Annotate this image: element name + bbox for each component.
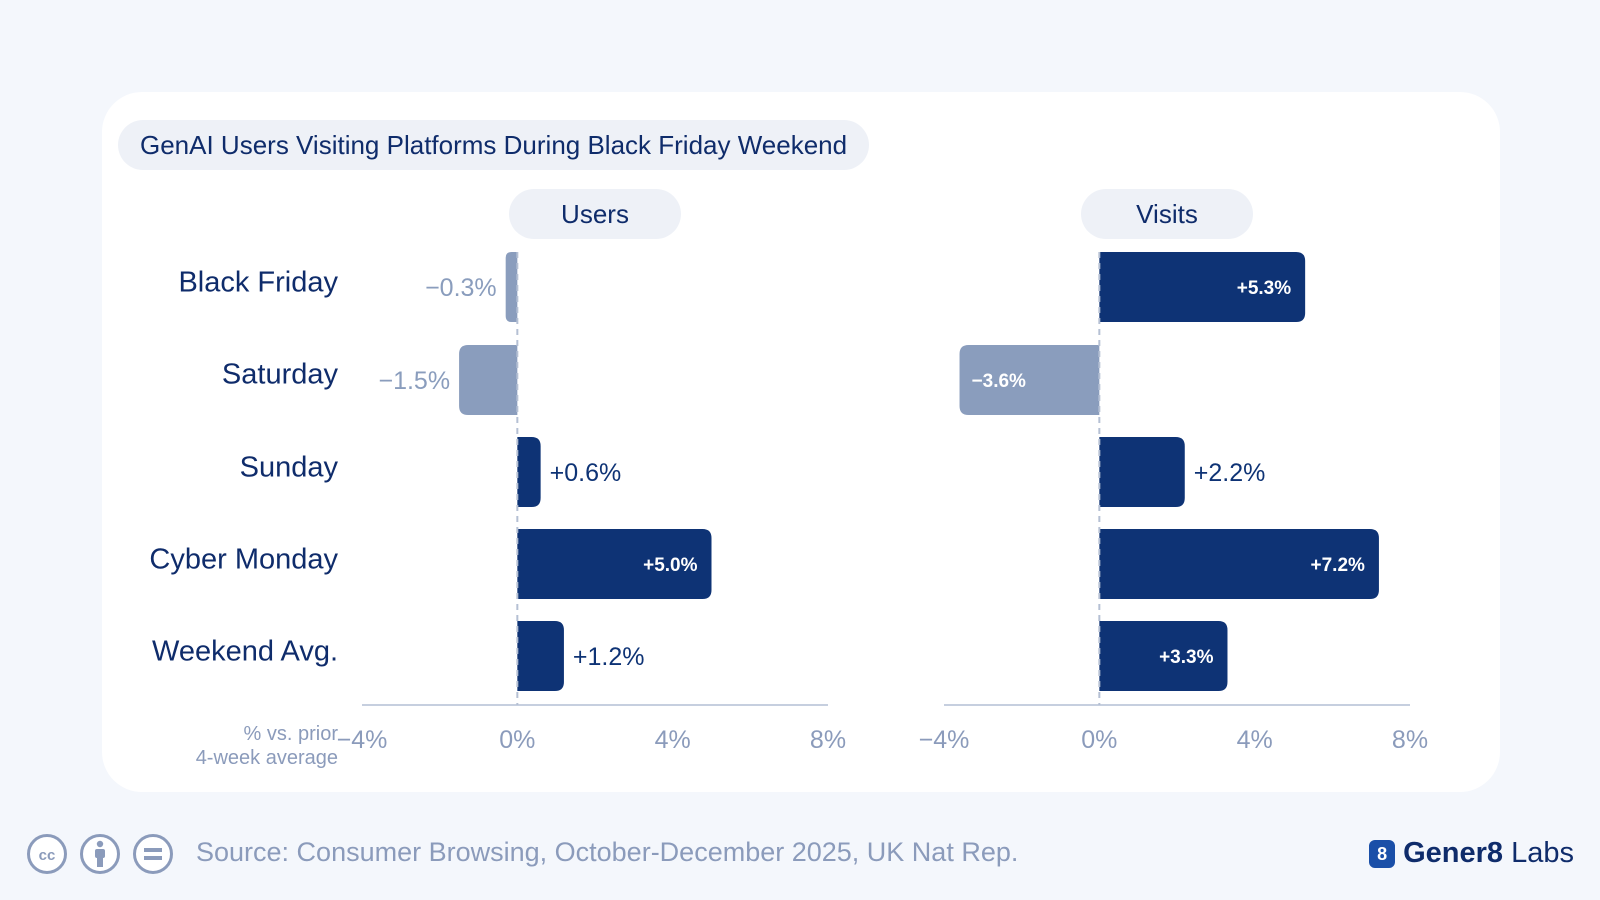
users-value-label: +1.2% xyxy=(573,643,645,671)
visits-value-label: +2.2% xyxy=(1194,459,1266,487)
visits-x-tick-label: −4% xyxy=(919,726,970,754)
axis-note-line1: % vs. prior xyxy=(243,723,338,745)
users-bar-weekend-avg xyxy=(517,621,564,691)
visits-bar-weekend-avg xyxy=(1099,621,1228,691)
category-label-sunday: Sunday xyxy=(239,451,338,484)
axis-note-line2: 4-week average xyxy=(195,747,338,769)
users-value-label: +5.0% xyxy=(643,555,698,576)
visits-bar-black-friday xyxy=(1099,252,1306,322)
users-x-tick-label: −4% xyxy=(337,726,388,754)
visits-bar-cyber-monday xyxy=(1099,529,1379,599)
category-label-saturday: Saturday xyxy=(221,358,338,391)
users-x-tick-label: 0% xyxy=(499,726,535,754)
visits-panel: −4% 0% 4% 8% +5.3% −3.6% +2.2% +7.2% +3.3% xyxy=(919,252,1428,754)
brand-name: Gener8 Labs xyxy=(1403,837,1574,870)
visits-x-tick-label: 0% xyxy=(1081,726,1117,754)
axis-note: % vs. prior 4-week average xyxy=(196,722,338,770)
visits-value-label: −3.6% xyxy=(972,371,1027,392)
users-bar-cyber-monday xyxy=(517,529,712,599)
users-x-tick-label: 8% xyxy=(810,726,846,754)
visits-x-tick-label: 4% xyxy=(1237,726,1273,754)
chart-title: GenAI Users Visiting Platforms During Bl… xyxy=(118,120,870,170)
visits-value-label: +3.3% xyxy=(1159,647,1214,668)
attribution-icon xyxy=(80,834,120,874)
visits-bar-sunday xyxy=(1099,437,1185,507)
category-label-black-friday: Black Friday xyxy=(178,266,338,299)
brand-name-rest: Labs xyxy=(1503,837,1574,869)
users-value-label: −0.3% xyxy=(425,274,497,302)
visits-panel-title: Visits xyxy=(1081,189,1253,239)
users-x-tick-label: 4% xyxy=(655,726,691,754)
visits-x-tick-label: 8% xyxy=(1392,726,1428,754)
chart-card: GenAI Users Visiting Platforms During Bl… xyxy=(102,92,1500,792)
visits-value-label: +7.2% xyxy=(1311,555,1366,576)
no-derivatives-icon xyxy=(133,834,173,874)
visits-bar-saturday xyxy=(959,345,1100,415)
users-panel: −4% 0% 4% 8% −0.3% −1.5% +0.6% +5.0% +1.2% xyxy=(337,252,846,754)
visits-value-label: +5.3% xyxy=(1237,278,1292,299)
brand-logo: 8 Gener8 Labs xyxy=(1369,837,1574,870)
brand-mark-icon: 8 xyxy=(1369,839,1396,868)
category-label-cyber-monday: Cyber Monday xyxy=(149,543,338,576)
svg-text:cc: cc xyxy=(39,847,56,864)
category-label-weekend-avg: Weekend Avg. xyxy=(152,635,338,668)
cc-icon: cc xyxy=(27,834,67,874)
users-value-label: +0.6% xyxy=(550,459,622,487)
license-icons: cc xyxy=(26,833,174,875)
users-panel-title: Users xyxy=(509,189,681,239)
users-bar-sunday xyxy=(517,437,541,507)
users-bar-black-friday xyxy=(505,252,518,322)
users-value-label: −1.5% xyxy=(378,367,450,395)
brand-name-bold: Gener8 xyxy=(1403,837,1504,869)
source-note: Source: Consumer Browsing, October-Decem… xyxy=(196,837,1019,867)
users-bar-saturday xyxy=(459,345,518,415)
